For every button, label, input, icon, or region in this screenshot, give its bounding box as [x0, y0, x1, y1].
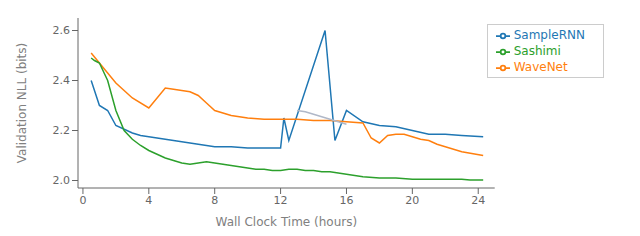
svg-text:2.2: 2.2: [53, 124, 71, 137]
svg-text:20: 20: [405, 194, 419, 207]
svg-text:2.6: 2.6: [53, 24, 71, 37]
html-text:WaveNet: WaveNet: [513, 60, 568, 74]
svg-text:12: 12: [274, 194, 288, 207]
svg-text:2.4: 2.4: [53, 74, 71, 87]
html-text:Sashimi: Sashimi: [513, 44, 561, 58]
svg-text:16: 16: [339, 194, 353, 207]
svg-text:Validation NLL (bits): Validation NLL (bits): [15, 43, 29, 164]
svg-text:2.0: 2.0: [53, 174, 71, 187]
svg-text:0: 0: [79, 194, 86, 207]
html-text:SampleRNN: SampleRNN: [513, 28, 585, 42]
svg-text:8: 8: [211, 194, 218, 207]
svg-text:Wall Clock Time (hours): Wall Clock Time (hours): [216, 215, 358, 228]
svg-text:24: 24: [471, 194, 485, 207]
svg-text:4: 4: [145, 194, 152, 207]
